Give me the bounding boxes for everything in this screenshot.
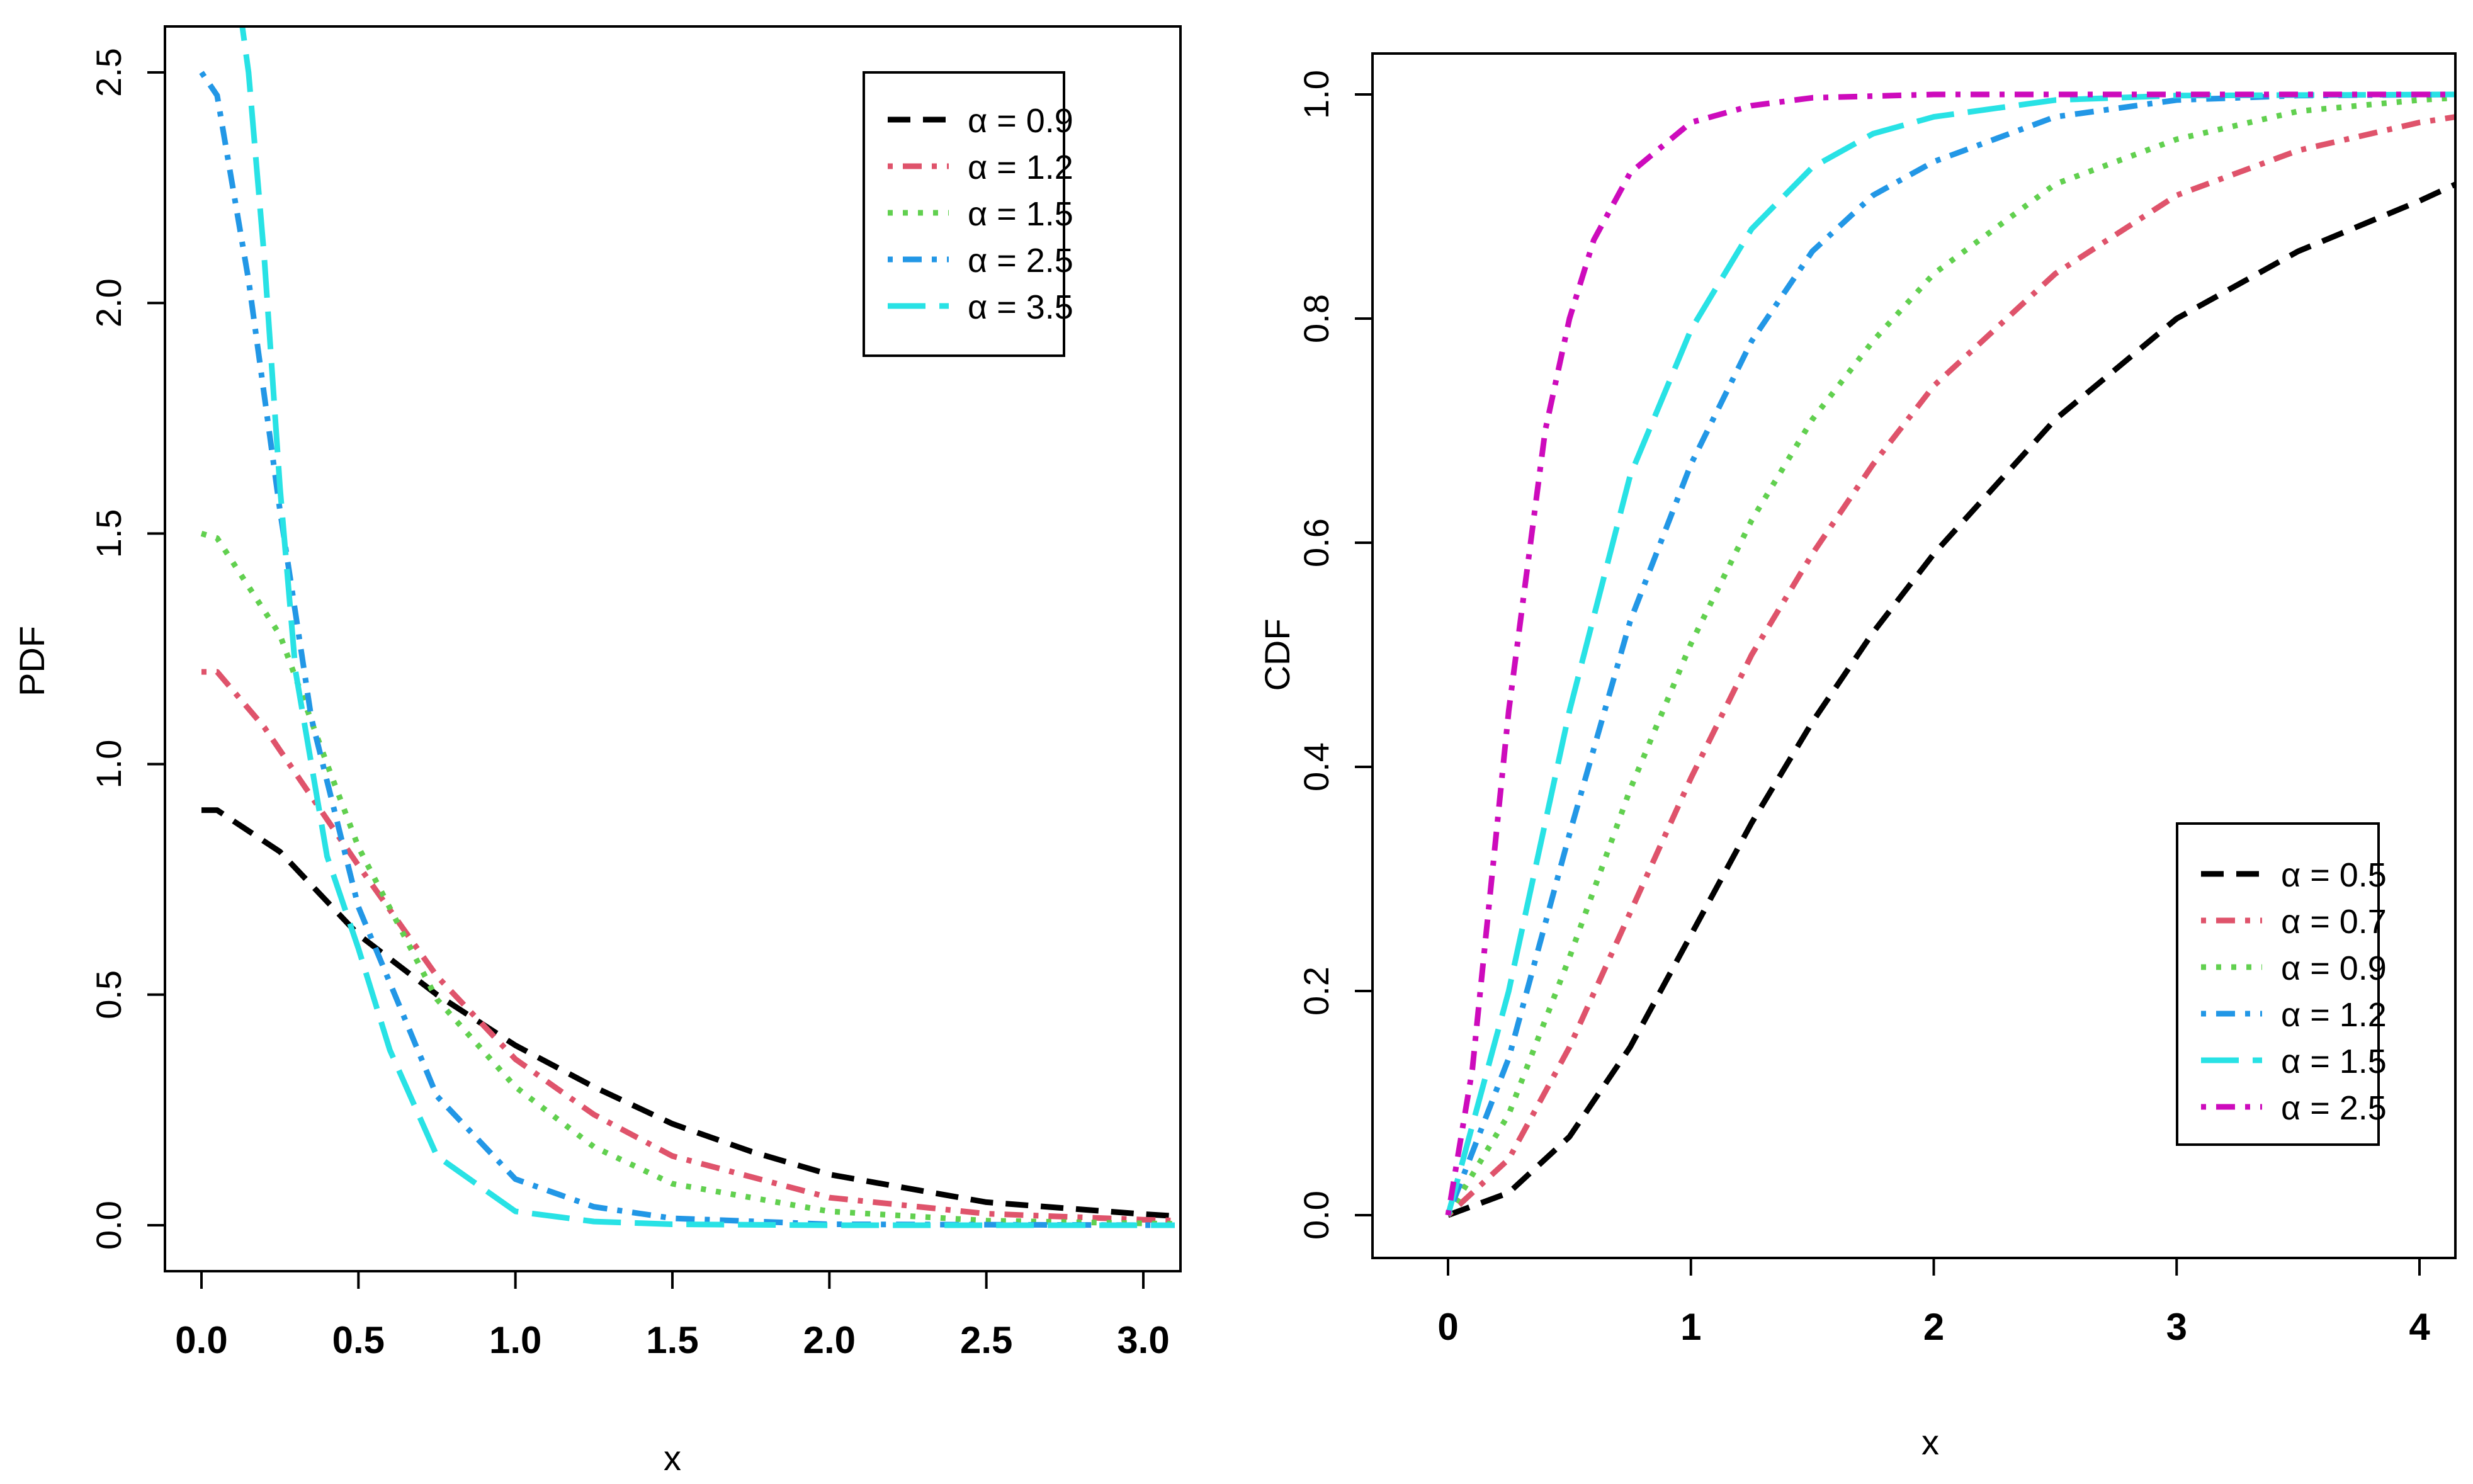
pdf-x-tick-label: 3.0	[1117, 1319, 1169, 1361]
cdf-series-line-5	[1445, 91, 2455, 1216]
pdf-series-line-4	[239, 26, 1175, 1228]
cdf-y-axis: 0.0 0.2 0.4 0.6 0.8 1.0	[1296, 70, 1374, 1240]
cdf-series-layer	[1445, 91, 2455, 1218]
pdf-legend-items: α = 0.9 α = 1.2 α = 1.5 α = 2.5 α = 3.5	[888, 102, 1073, 326]
pdf-legend-label-1: α = 1.2	[968, 149, 1073, 186]
pdf-series-line-0	[201, 807, 1175, 1219]
pdf-series-line-3	[199, 71, 1175, 1228]
pdf-y-tick-label: 0.0	[89, 1201, 128, 1250]
cdf-legend-label-2: α = 0.9	[2281, 949, 2387, 987]
cdf-legend: α = 0.5 α = 0.7 α = 0.9 α = 1.2 α = 1.5 α = 2…	[2176, 822, 2387, 1146]
pdf-x-tick-label: 2.5	[960, 1319, 1012, 1361]
cdf-legend-label-1: α = 0.7	[2281, 903, 2387, 941]
pdf-series-line-1	[201, 669, 1175, 1224]
pdf-x-tick-label: 2.0	[803, 1319, 856, 1361]
cdf-x-tick-label: 0	[1437, 1306, 1458, 1348]
pdf-legend: α = 0.9 α = 1.2 α = 1.5 α = 2.5 α = 3.5	[863, 71, 1073, 357]
pdf-y-tick-label: 2.5	[89, 48, 128, 97]
cdf-x-tick-label: 4	[2409, 1306, 2430, 1348]
pdf-legend-label-4: α = 3.5	[968, 288, 1073, 326]
cdf-legend-items: α = 0.5 α = 0.7 α = 0.9 α = 1.2 α = 1.5 α = 2…	[2201, 856, 2387, 1127]
pdf-legend-label-2: α = 1.5	[968, 195, 1073, 233]
pdf-y-tick-label: 1.0	[89, 740, 128, 789]
pdf-y-tick-label: 2.0	[89, 278, 128, 327]
cdf-y-axis-label: CDF	[1257, 618, 1297, 691]
cdf-legend-label-5: α = 2.5	[2281, 1089, 2387, 1127]
cdf-y-tick-label: 0.0	[1296, 1191, 1336, 1240]
pdf-series-layer	[199, 26, 1175, 1228]
pdf-x-axis: 0.0 0.5 1.0 1.5 2.0 2.5 3.0	[175, 1270, 1170, 1361]
pdf-y-axis-label: PDF	[12, 626, 52, 696]
cdf-series-line-2	[1446, 94, 2455, 1217]
cdf-legend-label-4: α = 1.5	[2281, 1043, 2387, 1080]
pdf-chart: 0.0 0.5 1.0 1.5 2.0 2.5 3.0 0.0 0.5 1.0 1.5 2.0 2.5…	[12, 25, 1182, 1478]
pdf-legend-label-3: α = 2.5	[968, 242, 1073, 280]
cdf-y-tick-label: 0.4	[1296, 742, 1336, 791]
cdf-y-tick-label: 0.8	[1296, 294, 1336, 343]
cdf-x-axis-label: x	[1921, 1422, 1939, 1462]
pdf-legend-label-0: α = 0.9	[968, 102, 1073, 140]
pdf-x-tick-label: 1.0	[489, 1319, 541, 1361]
cdf-y-tick-label: 1.0	[1296, 70, 1336, 119]
pdf-x-tick-label: 0.5	[332, 1319, 385, 1361]
cdf-x-tick-label: 3	[2166, 1306, 2187, 1348]
pdf-x-axis-label: x	[664, 1438, 681, 1478]
cdf-legend-label-3: α = 1.2	[2281, 996, 2387, 1034]
cdf-series-line-4	[1445, 91, 2455, 1216]
pdf-series-line-2	[200, 531, 1175, 1227]
pdf-y-tick-label: 1.5	[89, 509, 128, 558]
pdf-y-tick-label: 0.5	[89, 970, 128, 1019]
cdf-series-line-1	[1446, 114, 2455, 1218]
cdf-series-line-0	[1447, 181, 2455, 1218]
cdf-series-line-3	[1445, 91, 2455, 1216]
cdf-y-tick-label: 0.6	[1296, 518, 1336, 567]
cdf-x-axis: 0 1 2 3 4	[1437, 1257, 2430, 1348]
cdf-x-tick-label: 1	[1680, 1306, 1701, 1348]
pdf-x-tick-label: 1.5	[646, 1319, 698, 1361]
cdf-y-tick-label: 0.2	[1296, 966, 1336, 1016]
cdf-legend-label-0: α = 0.5	[2281, 856, 2387, 894]
cdf-x-tick-label: 2	[1923, 1306, 1944, 1348]
pdf-x-tick-label: 0.0	[175, 1319, 227, 1361]
pdf-y-axis: 0.0 0.5 1.0 1.5 2.0 2.5	[89, 48, 166, 1250]
cdf-legend-box	[2176, 822, 2380, 1146]
